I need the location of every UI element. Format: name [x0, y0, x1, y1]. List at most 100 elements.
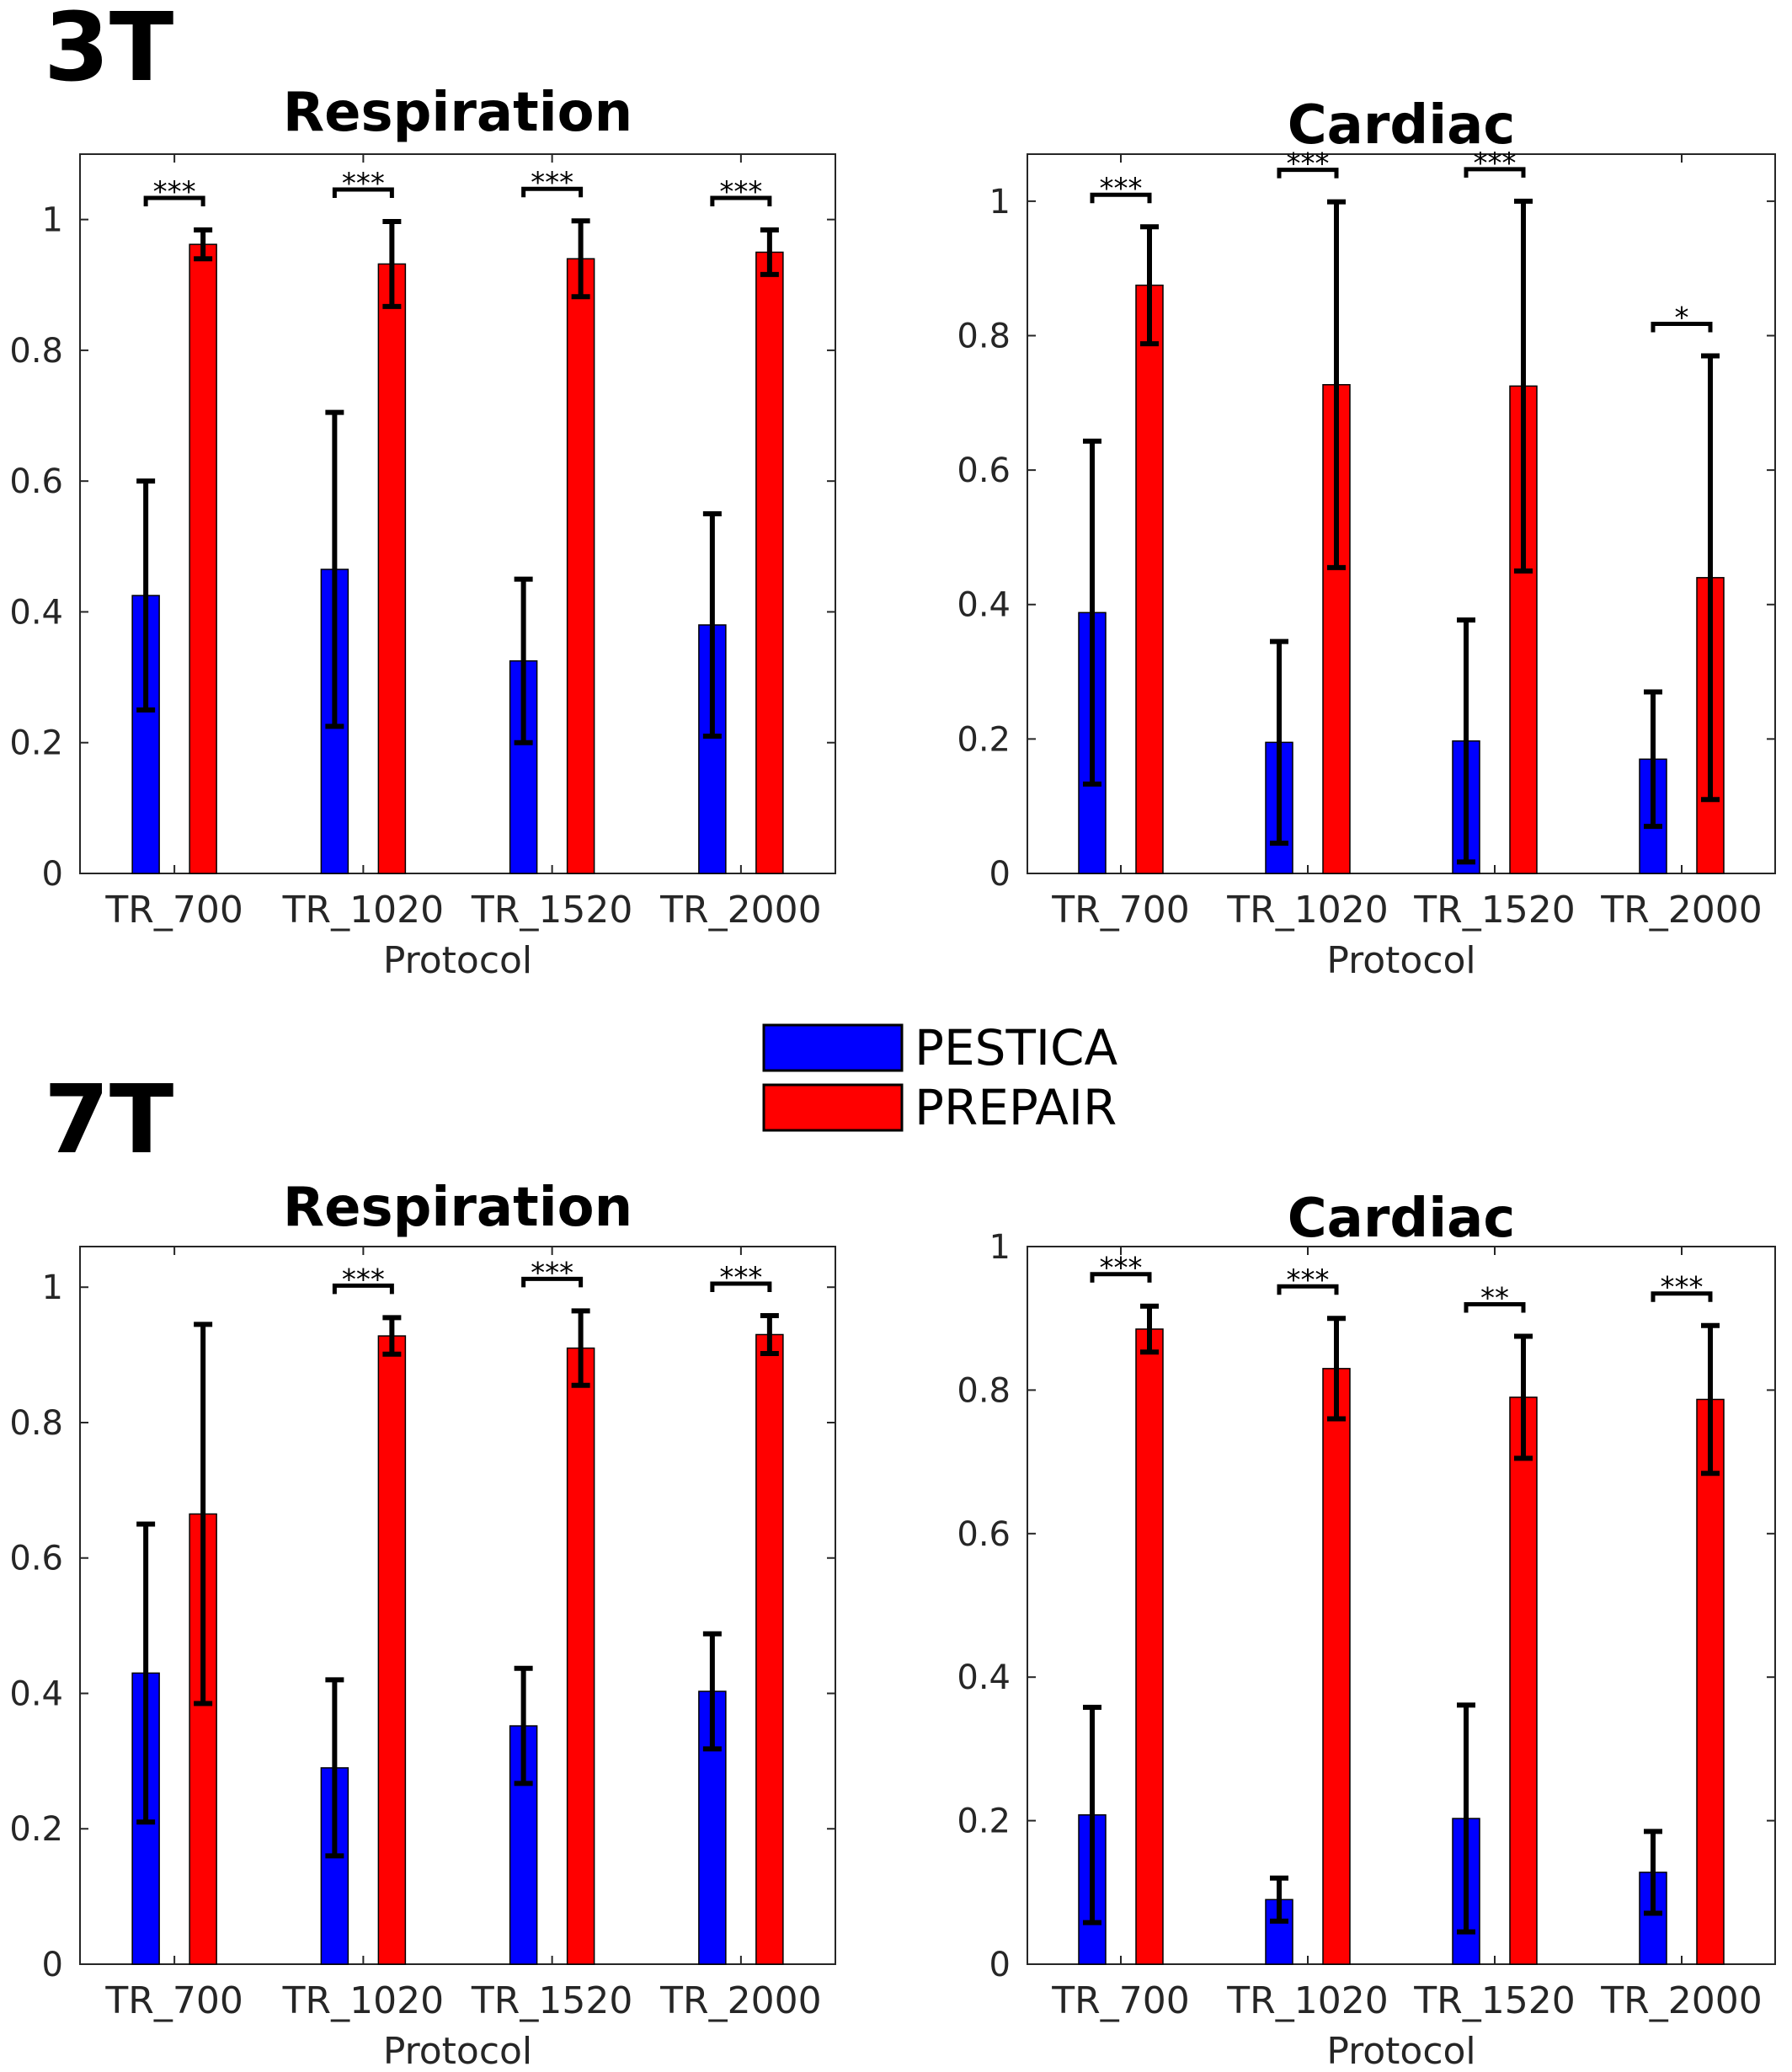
x-tick-label: TR_1520 — [1413, 1979, 1575, 2022]
significance-label: *** — [1100, 172, 1143, 206]
y-tick-label: 0.4 — [9, 593, 63, 632]
legend-label-prepair: PREPAIR — [915, 1079, 1117, 1136]
y-tick-label: 0.2 — [9, 1810, 63, 1849]
x-axis-label: Protocol — [383, 939, 532, 982]
group-label-3t: 3T — [44, 0, 173, 103]
significance-bracket — [521, 186, 584, 198]
y-tick-label: 0.6 — [957, 451, 1011, 490]
significance-label: *** — [1661, 1271, 1704, 1305]
group-label-7t: 7T — [44, 1065, 173, 1175]
legend-swatch-prepair — [762, 1083, 904, 1132]
significance-label: *** — [1474, 147, 1517, 180]
bar-prepair — [1135, 1328, 1164, 1965]
legend: PESTICA PREPAIR — [762, 1019, 1117, 1136]
chart-3: Respiration 0 0.2 0.4 0.6 0.8 1 TR_700 TR_1020 TR… — [9, 1177, 836, 2072]
significance-bracket — [332, 1283, 394, 1295]
chart-title: Respiration — [283, 82, 632, 144]
y-tick-label: 0.6 — [9, 1540, 63, 1578]
axes-box — [1027, 1246, 1776, 1965]
chart-title: Respiration — [283, 1177, 632, 1239]
significance-label: *** — [1100, 1252, 1143, 1285]
x-tick-label: TR_2000 — [1600, 1979, 1762, 2022]
y-tick-label: 0.4 — [9, 1674, 63, 1713]
x-axis-label: Protocol — [383, 2030, 532, 2072]
x-axis-label: Protocol — [1326, 939, 1475, 982]
significance-label: * — [1675, 301, 1689, 334]
y-tick-label: 1 — [989, 183, 1011, 222]
x-tick-label: TR_1020 — [1226, 1979, 1388, 2022]
x-tick-label: TR_1020 — [282, 1979, 444, 2022]
significance-bracket — [1651, 1291, 1713, 1302]
chart-1: Respiration 0 0.2 0.4 0.6 0.8 1 TR_700 TR_1020 TR… — [9, 82, 836, 982]
bar-prepair — [755, 1333, 784, 1965]
significance-bracket — [1090, 1272, 1152, 1283]
y-tick-label: 1 — [42, 201, 63, 240]
y-tick-label: 0.2 — [957, 1802, 1011, 1841]
significance-label: *** — [342, 167, 385, 200]
significance-bracket — [1090, 192, 1152, 204]
x-tick-label: TR_700 — [104, 889, 243, 932]
significance-label: *** — [531, 166, 573, 200]
legend-label-pestica: PESTICA — [915, 1019, 1117, 1076]
significance-label: *** — [1287, 147, 1330, 181]
x-tick-label: TR_700 — [1051, 889, 1189, 932]
chart-title: Cardiac — [1288, 1188, 1516, 1250]
significance-label: *** — [153, 175, 196, 209]
bar-prepair — [189, 243, 217, 874]
x-tick-label: TR_1020 — [1226, 889, 1388, 932]
bar-prepair — [1135, 284, 1164, 874]
bar-prepair — [1696, 1398, 1725, 1965]
significance-bracket — [1651, 321, 1713, 333]
chart-title: Cardiac — [1288, 94, 1516, 157]
y-tick-label: 0.8 — [9, 332, 63, 371]
significance-label: *** — [1287, 1263, 1330, 1297]
bar-prepair — [377, 1335, 407, 1965]
bar-prepair — [566, 258, 595, 874]
significance-label: *** — [719, 1261, 762, 1295]
bar-prepair — [377, 263, 407, 874]
bar-prepair — [566, 1347, 595, 1965]
y-tick-label: 0.6 — [957, 1515, 1011, 1554]
y-tick-label: 0 — [42, 855, 63, 894]
significance-label: *** — [342, 1263, 385, 1296]
y-tick-label: 0.4 — [957, 586, 1011, 625]
y-tick-label: 0.4 — [957, 1658, 1011, 1697]
chart-4: Cardiac 0 0.2 0.4 0.6 0.8 1 TR_700 TR_1020 TR_152… — [957, 1188, 1776, 2072]
x-tick-label: TR_2000 — [659, 1979, 821, 2022]
y-tick-label: 0.8 — [957, 317, 1011, 355]
significance-bracket — [1277, 1284, 1339, 1295]
x-tick-label: TR_700 — [104, 1979, 243, 2022]
y-tick-label: 0 — [989, 1946, 1011, 1984]
axes-box — [1027, 153, 1776, 874]
x-tick-label: TR_700 — [1051, 1979, 1189, 2022]
axes-box — [79, 153, 836, 874]
significance-bracket — [332, 187, 394, 198]
y-tick-label: 0 — [989, 855, 1011, 894]
significance-label: *** — [531, 1256, 573, 1290]
bar-pestica — [131, 595, 160, 874]
x-tick-label: TR_1520 — [471, 1979, 632, 2022]
x-tick-label: TR_2000 — [1600, 889, 1762, 932]
significance-bracket — [1464, 1302, 1526, 1313]
significance-bracket — [710, 1281, 772, 1292]
significance-bracket — [521, 1276, 584, 1288]
y-tick-label: 0.8 — [9, 1404, 63, 1443]
y-tick-label: 0.8 — [957, 1371, 1011, 1410]
x-tick-label: TR_2000 — [659, 889, 821, 932]
bar-prepair — [1322, 1368, 1351, 1965]
y-tick-label: 1 — [42, 1268, 63, 1307]
bar-prepair — [755, 251, 784, 874]
significance-bracket — [710, 195, 772, 207]
x-tick-label: TR_1020 — [282, 889, 444, 932]
significance-bracket — [1277, 168, 1339, 179]
y-tick-label: 0.6 — [9, 462, 63, 501]
significance-bracket — [143, 195, 205, 207]
significance-label: *** — [719, 175, 762, 209]
significance-bracket — [1464, 167, 1526, 178]
x-tick-label: TR_1520 — [471, 889, 632, 932]
bar-prepair — [1509, 1396, 1538, 1965]
y-tick-label: 0.2 — [9, 724, 63, 763]
significance-label: ** — [1480, 1282, 1509, 1316]
axes-box — [79, 1246, 836, 1965]
